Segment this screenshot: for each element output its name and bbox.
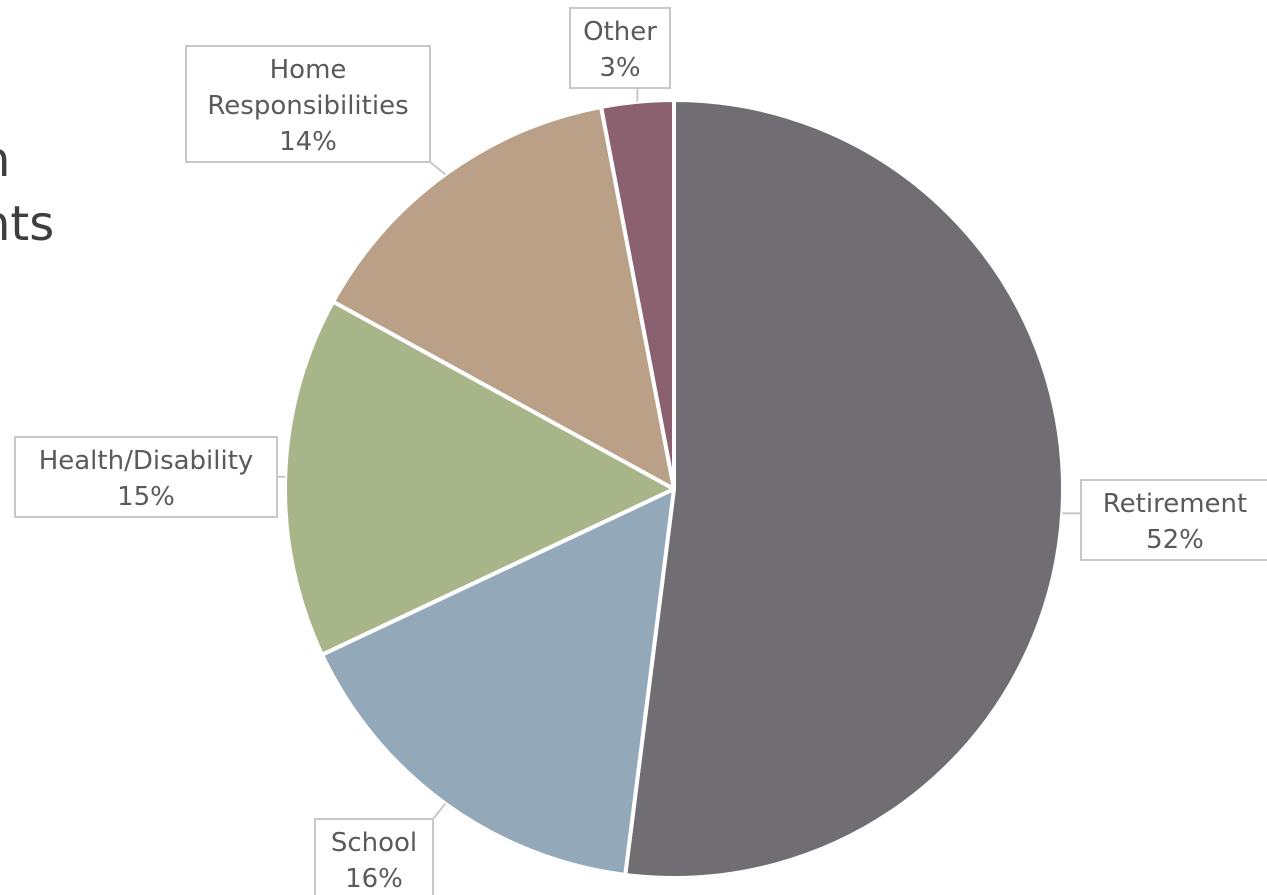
slice-value-label: 15% bbox=[117, 482, 175, 512]
data-label-box bbox=[185, 45, 431, 163]
data-label-box bbox=[14, 436, 278, 518]
slice-value-label: 3% bbox=[599, 53, 640, 83]
pie-slice-health-disability bbox=[283, 299, 676, 657]
pie-slices bbox=[283, 98, 1065, 880]
data-label-box bbox=[314, 818, 434, 895]
data-label-other: Other 3% bbox=[569, 7, 671, 89]
slice-category-label: Home bbox=[270, 55, 347, 85]
pie-slice-home-responsibilities bbox=[331, 104, 676, 491]
slide-text-fragment-1: n bbox=[0, 136, 10, 184]
leader-line-home-responsibilities bbox=[429, 161, 446, 176]
label-leader-lines bbox=[277, 88, 1081, 820]
pie-slice-other bbox=[599, 98, 676, 491]
data-label-box bbox=[1080, 479, 1267, 561]
data-label-home-responsibilities: Home Responsibilities 14% bbox=[185, 45, 431, 163]
slice-category-label: School bbox=[331, 828, 417, 858]
slice-value-label: 16% bbox=[345, 864, 403, 894]
slice-labels: Retirement 52% School 16% Health/Disability 1… bbox=[14, 7, 1267, 895]
slice-value-label: 14% bbox=[279, 127, 337, 157]
slice-category-label: Responsibilities bbox=[207, 91, 408, 121]
data-label-box bbox=[569, 7, 671, 89]
slice-category-label: Retirement bbox=[1103, 489, 1247, 519]
slide-text-fragment-2: nts bbox=[0, 196, 55, 252]
slice-category-label: Other bbox=[583, 17, 657, 47]
data-label-retirement: Retirement 52% bbox=[1080, 479, 1267, 561]
leader-line-school bbox=[432, 803, 447, 820]
data-label-school: School 16% bbox=[314, 818, 434, 895]
data-label-health-disability: Health/Disability 15% bbox=[14, 436, 278, 518]
slice-value-label: 52% bbox=[1146, 525, 1204, 555]
pie-slice-retirement bbox=[623, 98, 1065, 880]
slice-category-label: Health/Disability bbox=[39, 446, 254, 476]
